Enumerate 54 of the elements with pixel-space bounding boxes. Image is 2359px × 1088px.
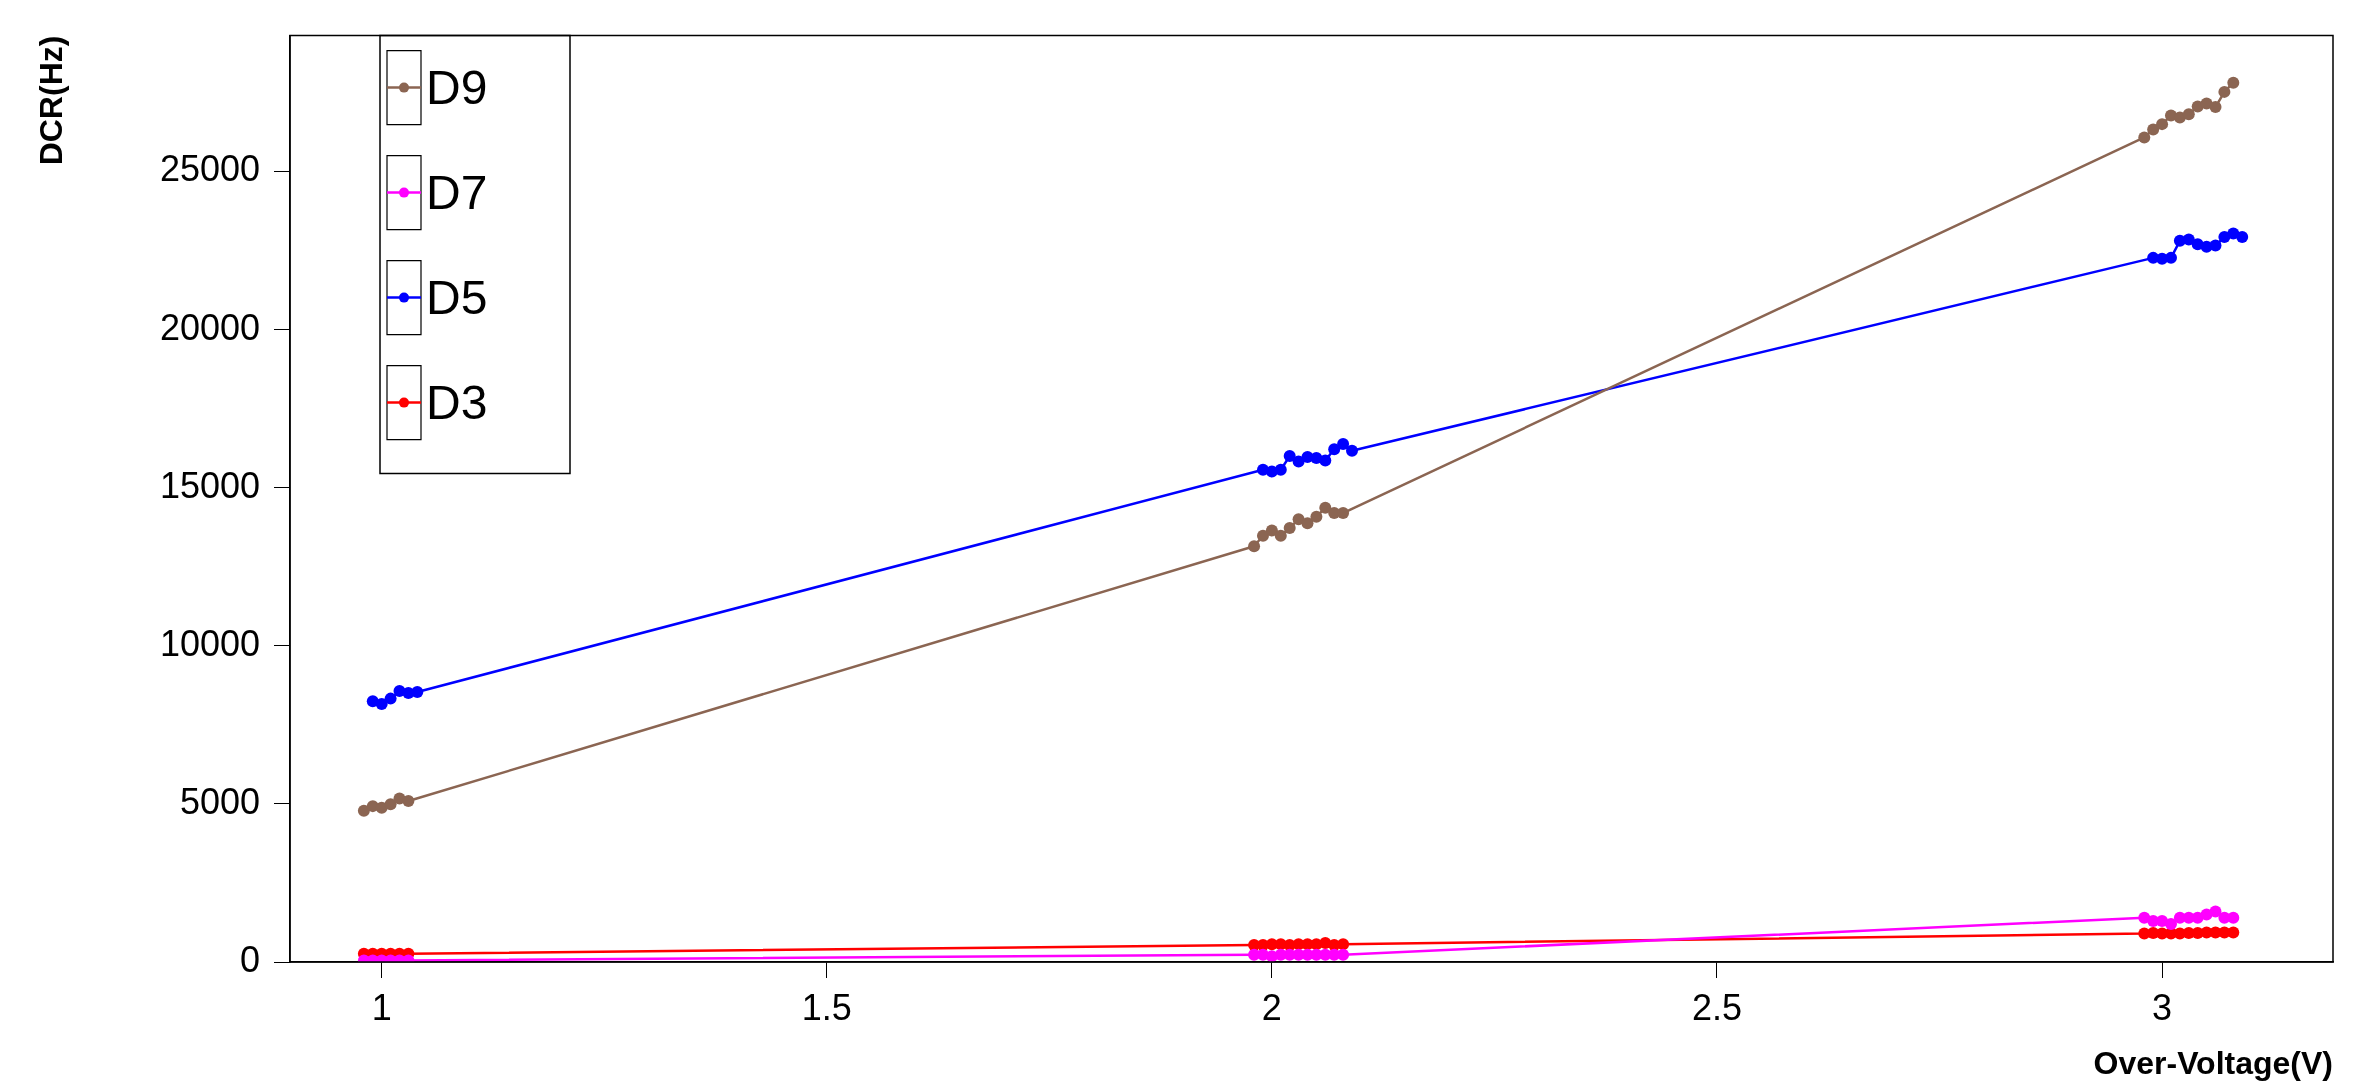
point xyxy=(2164,918,2177,931)
point xyxy=(1301,517,1314,530)
point xyxy=(1274,463,1287,476)
point xyxy=(2209,905,2222,918)
y-tick-label: 5000 xyxy=(179,780,260,822)
y-tick-label: 20000 xyxy=(159,306,260,348)
point xyxy=(2147,123,2160,136)
x-tick-label: 1 xyxy=(371,986,392,1028)
x-tick-label: 1.5 xyxy=(801,986,852,1028)
point xyxy=(1310,510,1323,523)
point xyxy=(2156,118,2169,131)
y-tick-label: 25000 xyxy=(159,148,260,190)
x-tick-label: 3 xyxy=(2152,986,2173,1028)
point xyxy=(1337,438,1350,451)
point xyxy=(357,804,370,817)
legend-label: D3 xyxy=(426,375,488,429)
point xyxy=(2209,101,2222,114)
point xyxy=(1283,521,1296,534)
point xyxy=(2182,108,2195,121)
y-axis-title: DCR(Hz) xyxy=(33,35,70,166)
point xyxy=(2218,85,2231,98)
point xyxy=(1328,443,1341,456)
point xyxy=(1274,529,1287,542)
point xyxy=(1319,501,1332,514)
point xyxy=(2227,926,2240,939)
point xyxy=(384,798,397,811)
point xyxy=(2236,231,2249,244)
y-tick-label: 15000 xyxy=(159,464,260,506)
point xyxy=(1337,948,1350,961)
y-tick-label: 10000 xyxy=(159,622,260,664)
point xyxy=(1346,444,1358,457)
point xyxy=(1292,455,1305,468)
point xyxy=(2138,131,2151,144)
point xyxy=(1337,507,1350,520)
y-tick-label: 0 xyxy=(239,938,260,980)
point xyxy=(375,698,388,710)
point xyxy=(402,795,415,808)
x-tick-label: 2.5 xyxy=(1691,986,1743,1028)
point xyxy=(411,685,424,698)
point xyxy=(1248,540,1261,553)
point xyxy=(2209,239,2222,252)
legend-label: D7 xyxy=(426,165,488,219)
x-axis-title: Over-Voltage(V) xyxy=(2093,1044,2333,1081)
point xyxy=(2227,911,2240,924)
point xyxy=(2227,76,2240,89)
point xyxy=(1256,529,1269,542)
x-tick-label: 2 xyxy=(1261,986,1282,1028)
point xyxy=(1337,938,1350,951)
point xyxy=(1265,524,1278,537)
point xyxy=(384,692,397,705)
point xyxy=(1283,450,1296,463)
point xyxy=(1319,454,1332,467)
legend-label: D9 xyxy=(426,60,488,114)
legend-label: D5 xyxy=(426,270,488,324)
